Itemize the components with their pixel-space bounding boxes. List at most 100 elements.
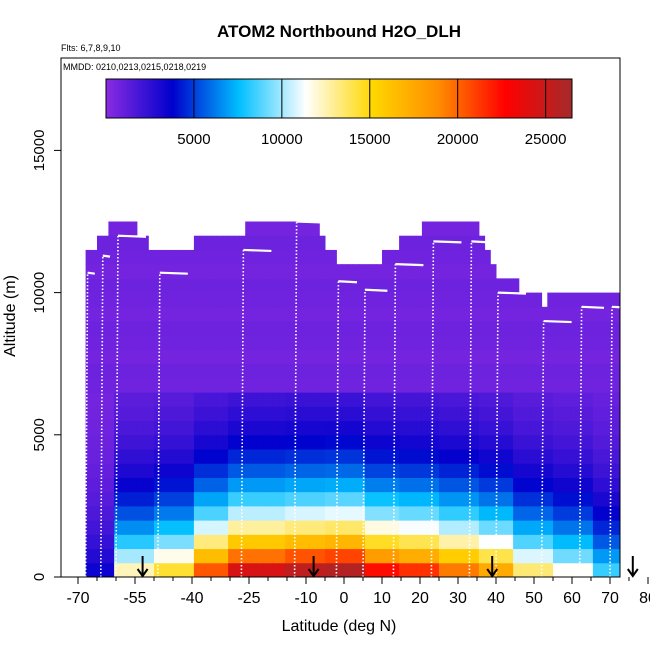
heatmap-cell — [535, 292, 543, 308]
heatmap-cell — [496, 420, 503, 436]
heatmap-cell — [359, 534, 366, 550]
heatmap-cell — [484, 264, 491, 279]
heatmap-cell — [336, 278, 343, 294]
heatmap-cell — [627, 463, 633, 478]
heatmap-cell — [496, 306, 503, 322]
heatmap-cell — [342, 562, 349, 577]
heatmap-cell — [97, 548, 104, 564]
heatmap-cell — [85, 392, 92, 407]
heatmap-cell — [119, 377, 126, 393]
heatmap-cell — [524, 477, 531, 493]
heatmap-cell — [621, 477, 627, 492]
heatmap-cell — [610, 292, 617, 308]
heatmap-cell — [496, 520, 503, 535]
heatmap-cell — [553, 534, 560, 550]
heatmap-cell — [610, 520, 617, 535]
heatmap-cell — [228, 463, 235, 478]
plot-frame — [60, 57, 621, 578]
heatmap-cell — [547, 377, 554, 393]
heatmap-cell — [376, 520, 383, 535]
heatmap-cell — [256, 335, 263, 350]
heatmap-cell — [319, 264, 326, 279]
heatmap-cell — [165, 278, 172, 294]
heatmap-cell — [553, 349, 560, 365]
heatmap-cell — [507, 363, 514, 379]
heatmap-cell — [370, 321, 377, 336]
heatmap-cell — [410, 406, 417, 422]
heatmap-cell — [148, 306, 155, 322]
heatmap-cell — [587, 349, 594, 365]
heatmap-cell — [159, 420, 166, 436]
heatmap-cell — [165, 449, 172, 464]
heatmap-cell — [182, 292, 189, 308]
heatmap-cell — [427, 420, 434, 436]
heatmap-cell — [114, 505, 121, 521]
heatmap-cell — [382, 505, 389, 521]
heatmap-cell — [518, 349, 525, 365]
heatmap-cell — [353, 548, 360, 564]
heatmap-cell — [330, 406, 337, 422]
heatmap-cell — [507, 463, 514, 478]
heatmap-cell — [382, 463, 389, 478]
heatmap-cell — [484, 377, 491, 393]
heatmap-cell — [587, 335, 594, 350]
heatmap-cell — [644, 349, 650, 364]
heatmap-cell — [416, 321, 423, 336]
heatmap-cell — [131, 520, 138, 535]
heatmap-cell — [410, 335, 417, 350]
heatmap-cell — [188, 363, 195, 379]
heatmap-cell — [575, 477, 582, 493]
x-tick-label: -10 — [294, 590, 317, 607]
heatmap-cell — [399, 406, 406, 422]
heatmap-cell — [558, 491, 565, 507]
heatmap-cell — [319, 463, 326, 478]
heatmap-cell — [250, 491, 258, 507]
heatmap-cell — [205, 449, 212, 464]
heatmap-cell — [507, 449, 514, 464]
heatmap-cell — [450, 434, 457, 450]
heatmap-cell — [621, 321, 627, 336]
heatmap-cell — [439, 463, 446, 478]
heatmap-cell — [239, 392, 246, 407]
heatmap-cell — [484, 491, 491, 507]
heatmap-cell — [530, 548, 537, 564]
heatmap-cell — [222, 278, 229, 294]
heatmap-cell — [376, 534, 383, 550]
heatmap-cell — [159, 520, 166, 535]
heatmap-cell — [307, 477, 315, 493]
heatmap-cell — [302, 420, 309, 436]
heatmap-cell — [535, 534, 543, 550]
heatmap-cell — [427, 463, 434, 478]
heatmap-cell — [245, 449, 252, 464]
heatmap-cell — [359, 562, 366, 577]
heatmap-cell — [518, 420, 525, 436]
heatmap-cell — [290, 363, 297, 379]
heatmap-cell — [524, 392, 531, 407]
heatmap-cell — [279, 363, 286, 379]
heatmap-cell — [382, 249, 389, 265]
heatmap-cell — [421, 392, 429, 407]
heatmap-cell — [205, 562, 212, 577]
heatmap-cell — [97, 477, 104, 493]
heatmap-cell — [513, 292, 520, 308]
heatmap-cell — [125, 306, 132, 322]
heatmap-cell — [136, 335, 144, 350]
heatmap-cell — [444, 420, 451, 436]
heatmap-cell — [91, 292, 98, 308]
heatmap-cell — [154, 534, 161, 550]
heatmap-cell — [319, 321, 326, 336]
heatmap-cell — [159, 264, 166, 279]
heatmap-cell — [393, 363, 400, 379]
heatmap-cell — [233, 406, 240, 422]
heatmap-cell — [290, 463, 297, 478]
heatmap-cell — [302, 321, 309, 336]
heatmap-cell — [621, 492, 627, 507]
heatmap-cell — [450, 562, 457, 577]
heatmap-cell — [496, 363, 503, 379]
heatmap-cell — [421, 505, 429, 521]
heatmap-cell — [290, 264, 297, 279]
heatmap-cell — [239, 505, 246, 521]
heatmap-cell — [433, 477, 440, 493]
heatmap-cell — [393, 264, 400, 279]
heatmap-cell — [570, 449, 577, 464]
